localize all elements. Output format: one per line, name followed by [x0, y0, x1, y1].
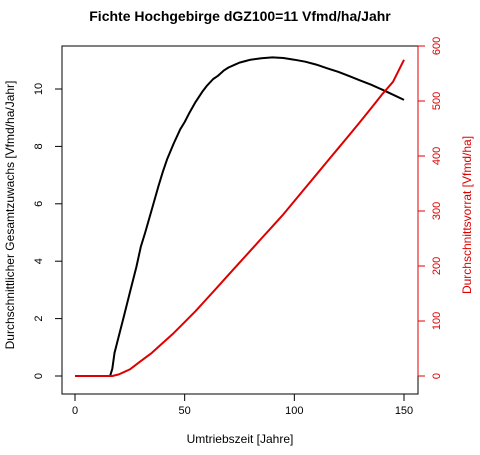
x-axis-label: Umtriebszeit [Jahre]	[187, 432, 294, 446]
series-layer	[75, 56, 405, 377]
y-left-axis: 0 2 4 6 8 10	[33, 83, 63, 379]
y-left-tick-label: 0	[33, 373, 45, 379]
y-left-tick-label: 10	[33, 83, 45, 95]
series-line-zuwachs	[75, 56, 405, 377]
x-tick-label: 0	[72, 405, 78, 417]
y-right-axis: 0 100 200 300 400 500 600	[417, 37, 443, 379]
y-right-tick-label: 100	[431, 312, 443, 330]
y-right-axis-label: Durchschnittsvorrat [Vfmd/ha]	[460, 136, 474, 294]
y-left-tick-label: 6	[33, 201, 45, 207]
y-right-tick-label: 200	[431, 257, 443, 275]
y-right-tick-label: 600	[431, 37, 443, 55]
plot-frame	[61, 45, 419, 395]
y-left-tick-label: 4	[33, 258, 45, 264]
y-left-tick-label: 8	[33, 143, 45, 149]
x-axis: 0 50 100 150	[72, 393, 413, 417]
y-left-tick-label: 2	[33, 316, 45, 322]
x-tick-label: 100	[285, 405, 303, 417]
y-right-tick-label: 400	[431, 147, 443, 165]
series-line-vorrat	[75, 59, 405, 377]
y-right-tick-label: 500	[431, 92, 443, 110]
y-left-axis-label: Durchschnittlicher Gesamtzuwachs [Vfmd/h…	[3, 81, 17, 350]
y-right-tick-label: 300	[431, 202, 443, 220]
y-right-tick-label: 0	[431, 373, 443, 379]
x-tick-label: 50	[179, 405, 191, 417]
x-tick-label: 150	[395, 405, 413, 417]
chart-title: Fichte Hochgebirge dGZ100=11 Vfmd/ha/Jah…	[89, 8, 391, 24]
